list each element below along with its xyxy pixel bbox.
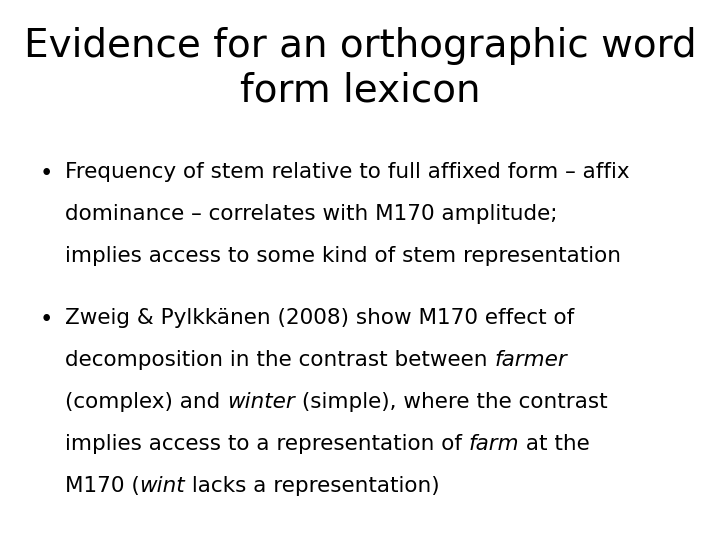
Text: implies access to a representation of: implies access to a representation of (65, 434, 469, 454)
Text: M170 (: M170 ( (65, 476, 140, 496)
Text: Zweig & Pylkkänen (2008) show M170 effect of: Zweig & Pylkkänen (2008) show M170 effec… (65, 308, 574, 328)
Text: lacks a representation): lacks a representation) (185, 476, 440, 496)
Text: wint: wint (140, 476, 185, 496)
Text: Frequency of stem relative to full affixed form – affix: Frequency of stem relative to full affix… (65, 162, 629, 182)
Text: decomposition in the contrast between: decomposition in the contrast between (65, 350, 494, 370)
Text: (complex) and: (complex) and (65, 392, 227, 412)
Text: •: • (40, 162, 53, 185)
Text: (simple), where the contrast: (simple), where the contrast (294, 392, 607, 412)
Text: •: • (40, 308, 53, 331)
Text: dominance – correlates with M170 amplitude;: dominance – correlates with M170 amplitu… (65, 204, 557, 224)
Text: at the: at the (519, 434, 590, 454)
Text: Evidence for an orthographic word
form lexicon: Evidence for an orthographic word form l… (24, 27, 696, 109)
Text: winter: winter (227, 392, 294, 412)
Text: implies access to some kind of stem representation: implies access to some kind of stem repr… (65, 246, 621, 266)
Text: farmer: farmer (494, 350, 567, 370)
Text: farm: farm (469, 434, 519, 454)
